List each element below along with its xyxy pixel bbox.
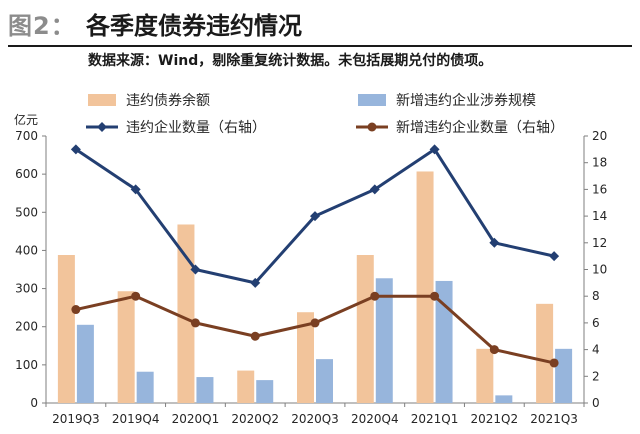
y2-tick-label: 18 bbox=[592, 156, 607, 170]
y2-tick-label: 4 bbox=[592, 343, 600, 357]
line-point bbox=[549, 251, 560, 262]
y-tick-label: 200 bbox=[15, 320, 38, 334]
y2-tick-label: 8 bbox=[592, 289, 600, 303]
title-rule bbox=[8, 45, 632, 47]
chart-title: 各季度债券违约情况 bbox=[86, 12, 302, 40]
bar bbox=[316, 359, 333, 403]
legend-marker bbox=[367, 122, 377, 132]
line-point bbox=[250, 331, 260, 341]
x-tick-label: 2019Q3 bbox=[52, 412, 100, 426]
bar bbox=[117, 291, 135, 403]
x-tick-label: 2021Q2 bbox=[471, 412, 519, 426]
legend-label: 新增违约企业涉券规模 bbox=[396, 92, 536, 109]
y2-tick-label: 16 bbox=[592, 182, 607, 196]
bar bbox=[76, 324, 94, 403]
bar bbox=[177, 224, 195, 403]
line-point bbox=[190, 318, 200, 328]
bar bbox=[136, 371, 154, 403]
y2-tick-label: 2 bbox=[592, 369, 600, 383]
legend-swatch bbox=[88, 94, 116, 106]
figure-label: 图2： bbox=[8, 12, 76, 40]
line-point bbox=[71, 305, 81, 315]
line-point bbox=[250, 277, 261, 288]
bar bbox=[555, 348, 573, 403]
y-axis-unit-label: 亿元 bbox=[14, 112, 38, 127]
bar bbox=[57, 255, 75, 403]
x-tick-label: 2021Q1 bbox=[411, 412, 459, 426]
y-tick-label: 300 bbox=[15, 282, 38, 296]
line-point bbox=[370, 291, 380, 301]
y2-tick-label: 12 bbox=[592, 236, 607, 250]
bar bbox=[256, 380, 274, 403]
legend-label: 新增违约企业数量（右轴） bbox=[396, 119, 564, 136]
bar bbox=[495, 395, 513, 403]
bar bbox=[356, 255, 374, 403]
line-point bbox=[70, 144, 81, 155]
y-tick-label: 100 bbox=[15, 358, 38, 372]
y-tick-label: 700 bbox=[15, 129, 38, 143]
bar bbox=[435, 280, 453, 403]
bar bbox=[375, 278, 393, 403]
line-point bbox=[131, 291, 141, 301]
y2-tick-label: 14 bbox=[592, 209, 607, 223]
bar bbox=[416, 171, 434, 403]
line-point bbox=[489, 237, 500, 248]
x-tick-label: 2020Q3 bbox=[291, 412, 339, 426]
legend-label: 违约企业数量（右轴） bbox=[126, 119, 266, 136]
bar bbox=[297, 312, 314, 403]
x-tick-label: 2020Q1 bbox=[172, 412, 220, 426]
line-layer bbox=[70, 144, 560, 368]
y2-tick-label: 0 bbox=[592, 396, 600, 410]
y-tick-label: 400 bbox=[15, 243, 38, 257]
bar bbox=[196, 377, 214, 403]
line-point bbox=[430, 291, 440, 301]
bar bbox=[536, 303, 554, 403]
y-tick-label: 500 bbox=[15, 205, 38, 219]
line-point bbox=[190, 264, 201, 275]
y-tick-label: 600 bbox=[15, 167, 38, 181]
line-point bbox=[130, 184, 141, 195]
x-tick-label: 2020Q2 bbox=[231, 412, 279, 426]
chart-axes: 0 100 200 300 400 500 600 700 0 2 4 6 8 10 12 14 16 18 20 亿… bbox=[14, 112, 607, 426]
x-tick-label: 2019Q4 bbox=[112, 412, 160, 426]
line-point bbox=[310, 211, 320, 222]
y2-tick-label: 20 bbox=[592, 129, 607, 143]
legend-swatch bbox=[358, 94, 386, 106]
bar bbox=[476, 348, 494, 403]
x-tick-label: 2020Q4 bbox=[351, 412, 399, 426]
y2-tick-label: 6 bbox=[592, 316, 600, 330]
bar bbox=[237, 370, 255, 403]
y2-tick-label: 10 bbox=[592, 263, 607, 277]
line-point bbox=[310, 318, 320, 328]
y-tick-label: 0 bbox=[30, 396, 38, 410]
line-point bbox=[549, 358, 559, 368]
legend-label: 违约债券余额 bbox=[126, 92, 210, 109]
line-point bbox=[429, 144, 440, 155]
x-tick-label: 2021Q3 bbox=[530, 412, 578, 426]
source-note: 数据来源：Wind，剔除重复统计数据。未包括展期兑付的债项。 bbox=[88, 53, 493, 69]
legend-marker bbox=[97, 122, 107, 132]
line-point bbox=[369, 184, 380, 195]
line-point bbox=[489, 345, 499, 355]
bar-layer bbox=[57, 171, 573, 403]
